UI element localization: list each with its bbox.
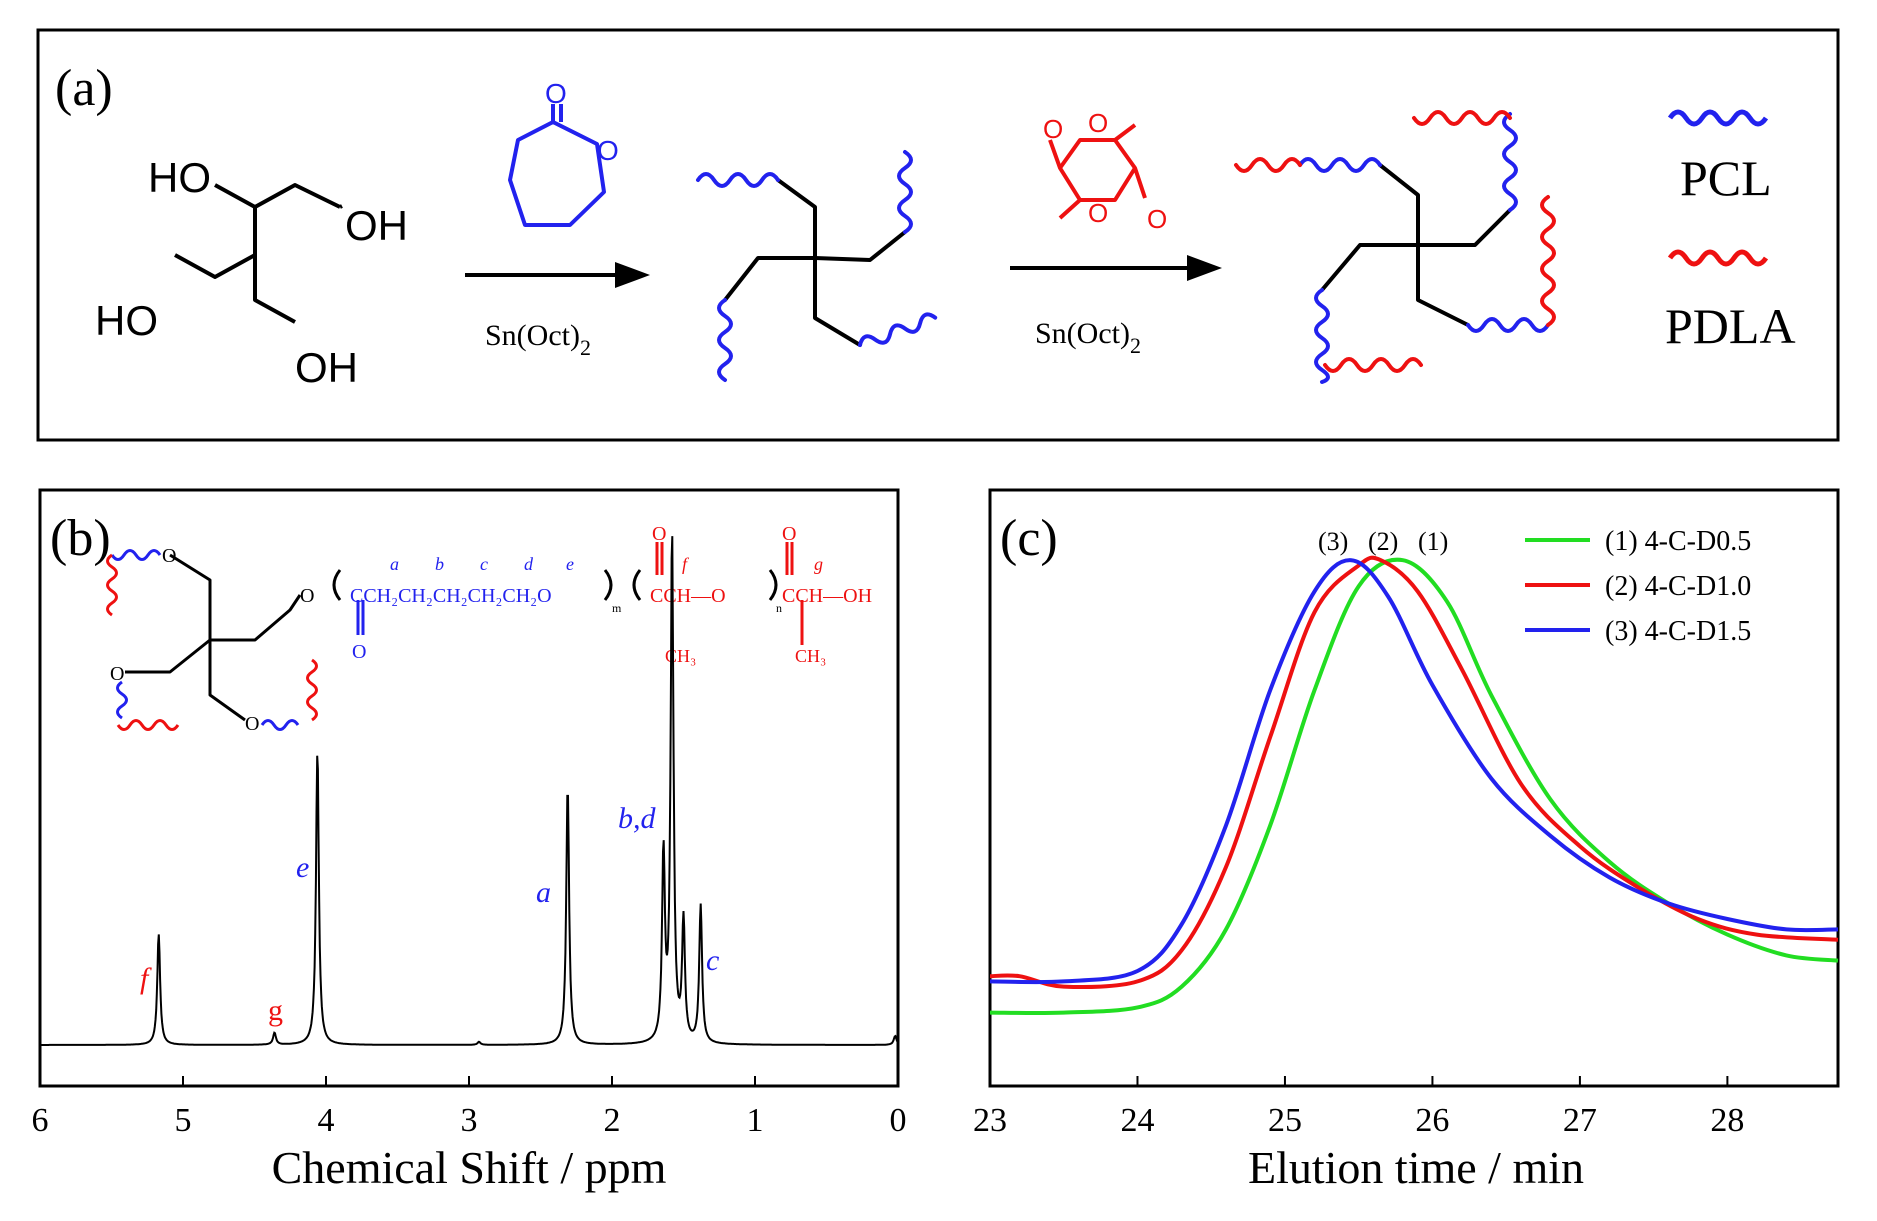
nmr-tick-label: 0 — [890, 1102, 907, 1139]
catalyst-2-sub: 2 — [1130, 333, 1141, 358]
catalyst-label-1: Sn(Oct)2 — [485, 319, 591, 360]
nmr-x-axis: 6 5 4 3 2 1 0 — [32, 1076, 907, 1139]
end-carbonyl-o: O — [782, 523, 796, 545]
nmr-tick-label: 5 — [175, 1102, 192, 1139]
structure-o-chain: O — [300, 585, 314, 607]
gpc-tick-label: 25 — [1268, 1102, 1302, 1139]
gpc-series-line-2 — [989, 555, 1839, 990]
gpc-tick-label: 24 — [1120, 1102, 1154, 1139]
legend-label-d15: (3) 4-C-D1.5 — [1605, 616, 1751, 647]
reaction-arrow-1-head — [615, 262, 650, 288]
catalyst-2-text: Sn(Oct) — [1035, 317, 1130, 350]
oh-label-4: OH — [295, 344, 358, 391]
pcl-carbonyl-o: O — [352, 641, 366, 663]
nmr-tick-label: 4 — [318, 1102, 335, 1139]
structure-o-left: O — [110, 663, 124, 685]
gpc-tick-label: 26 — [1415, 1102, 1449, 1139]
structure-o-top: O — [162, 545, 176, 567]
caprolactone-structure — [508, 104, 606, 227]
pla-subscript-n: n — [776, 601, 782, 615]
copolymer-structure-drawing — [106, 542, 804, 731]
star-copolymer-structure — [1234, 110, 1556, 384]
pcl-letter-e: e — [566, 554, 574, 574]
peak-tag-3: (3) — [1318, 527, 1348, 556]
catalyst-1-text: Sn(Oct) — [485, 319, 580, 352]
nmr-spectrum-line — [40, 536, 899, 1046]
reaction-arrow-2-head — [1187, 255, 1222, 281]
pcl-letter-a: a — [390, 554, 399, 574]
panel-c-label: (c) — [1000, 510, 1058, 567]
peak-label-g: g — [268, 994, 283, 1027]
peak-label-c: c — [706, 944, 719, 977]
nmr-tick-label: 3 — [461, 1102, 478, 1139]
pdla-legend-swatch — [1667, 249, 1769, 267]
pcl-legend-label: PCL — [1680, 150, 1772, 206]
nmr-x-axis-label: Chemical Shift / ppm — [272, 1142, 667, 1193]
pla-methyl: CH₃ — [665, 646, 696, 666]
peak-label-f: f — [140, 962, 152, 995]
pcl-legend-swatch — [1667, 109, 1769, 127]
pentaerythritol-structure — [174, 183, 343, 324]
caprolactone-ring-o: O — [597, 135, 619, 166]
panel-c-frame — [988, 488, 1840, 1088]
lactide-o-3: O — [1088, 198, 1108, 228]
gpc-tick-label: 28 — [1710, 1102, 1744, 1139]
pla-letter-f: f — [682, 554, 690, 574]
peak-label-bd: b,d — [618, 802, 657, 835]
gpc-legend: (1) 4-C-D0.5 (2) 4-C-D1.0 (3) 4-C-D1.5 — [1525, 526, 1751, 647]
oh-label-1: HO — [148, 154, 211, 201]
caprolactone-carbonyl-o: O — [545, 78, 567, 109]
lactide-o-1: O — [1043, 114, 1063, 144]
pcl-letter-b: b — [435, 554, 444, 574]
peak-label-e: e — [296, 851, 309, 884]
oh-label-2: OH — [345, 202, 408, 249]
gpc-series-group — [989, 555, 1839, 1015]
legend-label-d10: (2) 4-C-D1.0 — [1605, 571, 1751, 602]
pcl-letter-d: d — [524, 554, 534, 574]
panel-c: (c) 23 24 25 26 27 28 Elution time / min (3) … — [973, 488, 1840, 1193]
gpc-series-line-3 — [989, 558, 1839, 985]
panel-a-frame — [36, 28, 1840, 442]
pdla-legend-label: PDLA — [1665, 298, 1796, 354]
pcl-subscript-m: m — [612, 601, 622, 615]
end-group-unit: CCH—OH — [782, 585, 872, 607]
gpc-x-axis-label: Elution time / min — [1248, 1142, 1584, 1193]
peak-tag-2: (2) — [1368, 527, 1398, 556]
panel-a-label: (a) — [55, 60, 113, 117]
gpc-tick-label: 23 — [973, 1102, 1007, 1139]
panel-b-frame — [38, 488, 900, 1088]
panel-b: (b) O O — [32, 488, 907, 1193]
star-pcl-structure — [696, 150, 938, 382]
pcl-letter-c: c — [480, 554, 488, 574]
gpc-x-axis: 23 24 25 26 27 28 — [973, 1076, 1744, 1139]
lactide-o-4: O — [1147, 204, 1167, 234]
peak-tag-1: (1) — [1418, 527, 1448, 556]
catalyst-label-2: Sn(Oct)2 — [1035, 317, 1141, 358]
pla-carbonyl-o: O — [652, 523, 666, 545]
peak-label-a: a — [536, 876, 551, 909]
end-letter-g: g — [814, 554, 823, 574]
nmr-tick-label: 2 — [604, 1102, 621, 1139]
legend-label-d05: (1) 4-C-D0.5 — [1605, 526, 1751, 557]
end-methyl: CH₃ — [795, 646, 826, 666]
panel-a: (a) HO OH HO OH O O Sn(Oct)2 — [36, 28, 1840, 442]
catalyst-1-sub: 2 — [580, 335, 591, 360]
panel-b-label: (b) — [50, 510, 111, 567]
pcl-repeat-unit: CCH₂CH₂CH₂CH₂CH₂O — [350, 585, 552, 607]
lactide-structure — [1048, 123, 1147, 220]
oh-label-3: HO — [95, 297, 158, 344]
nmr-tick-label: 6 — [32, 1102, 49, 1139]
pla-repeat-unit: CCH—O — [650, 585, 726, 607]
gpc-tick-label: 27 — [1563, 1102, 1597, 1139]
nmr-tick-label: 1 — [747, 1102, 764, 1139]
lactide-o-2: O — [1088, 108, 1108, 138]
structure-o-bottom: O — [245, 713, 259, 735]
